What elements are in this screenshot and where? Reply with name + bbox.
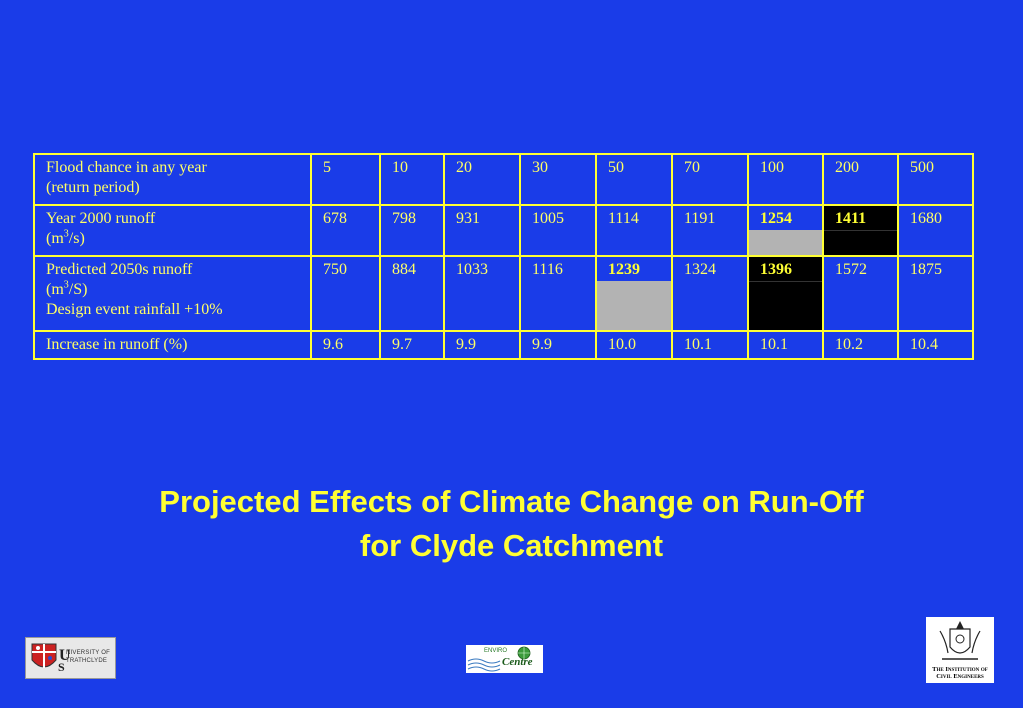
table-row-return-period: Flood chance in any year (return period) …	[33, 153, 974, 206]
ice-crest-icon	[939, 621, 981, 660]
row-label: Year 2000 runoff (m3/s)	[33, 204, 312, 257]
table-cell: 10.1	[747, 330, 824, 360]
table-cell: 10.0	[595, 330, 673, 360]
table-cell: 5	[310, 153, 381, 206]
table-cell: 10.4	[897, 330, 974, 360]
table-cell: 678	[310, 204, 381, 257]
table-row-2050s: Predicted 2050s runoff (m3/S) Design event…	[33, 255, 974, 332]
table-cell: 9.9	[443, 330, 521, 360]
runoff-table: Flood chance in any year (return period) …	[33, 153, 974, 360]
row-label: Flood chance in any year (return period)	[33, 153, 312, 206]
table-cell: 884	[379, 255, 445, 332]
globe-icon	[467, 646, 531, 672]
table-cell: 1005	[519, 204, 597, 257]
table-cell: 1572	[822, 255, 899, 332]
table-cell: 1324	[671, 255, 749, 332]
table-cell: 1116	[519, 255, 597, 332]
table-cell: 798	[379, 204, 445, 257]
table-cell: 100	[747, 153, 824, 206]
strathclyde-crest-icon: U S	[31, 643, 71, 674]
table-cell: 1114	[595, 204, 673, 257]
title-line-2: for Clyde Catchment	[359, 528, 664, 563]
table-cell: 9.7	[379, 330, 445, 360]
table-cell: 10	[379, 153, 445, 206]
svg-text:S: S	[58, 660, 65, 674]
table-cell: 10.1	[671, 330, 749, 360]
table-cell: 1033	[443, 255, 521, 332]
table-cell: 9.6	[310, 330, 381, 360]
table-row-year-2000: Year 2000 runoff (m3/s) 678 798 931 1005 …	[33, 204, 974, 257]
title-line-1: Projected Effects of Climate Change on R…	[159, 484, 864, 519]
table-cell: 931	[443, 204, 521, 257]
table-cell: 70	[671, 153, 749, 206]
strathclyde-logo: U S NIVERSITY OF TRATHCLYDE	[25, 637, 116, 679]
ice-logo: The Institution of Civil Engineers	[926, 617, 994, 683]
table-cell: 20	[443, 153, 521, 206]
row-label: Predicted 2050s runoff (m3/S) Design event…	[33, 255, 312, 332]
table-cell: 1191	[671, 204, 749, 257]
highlight-cell-gray: 1239	[595, 255, 673, 332]
table-row-increase: Increase in runoff (%) 9.6 9.7 9.9 9.9 1…	[33, 330, 974, 360]
table-cell: 9.9	[519, 330, 597, 360]
table-cell: 750	[310, 255, 381, 332]
row-label: Increase in runoff (%)	[33, 330, 312, 360]
highlight-cell-black: 1396	[747, 255, 824, 332]
table-cell: 1680	[897, 204, 974, 257]
table-cell: 1875	[897, 255, 974, 332]
highlight-cell-black: 1411	[822, 204, 899, 257]
enviro-centre-logo: ENVIRO Centre	[466, 645, 543, 673]
slide-title: Projected Effects of Climate Change on R…	[0, 480, 1023, 568]
table-cell: 10.2	[822, 330, 899, 360]
table-cell: 200	[822, 153, 899, 206]
table-cell: 30	[519, 153, 597, 206]
svg-text:U: U	[59, 647, 71, 664]
table-cell: 500	[897, 153, 974, 206]
highlight-cell-gray: 1254	[747, 204, 824, 257]
table-cell: 50	[595, 153, 673, 206]
